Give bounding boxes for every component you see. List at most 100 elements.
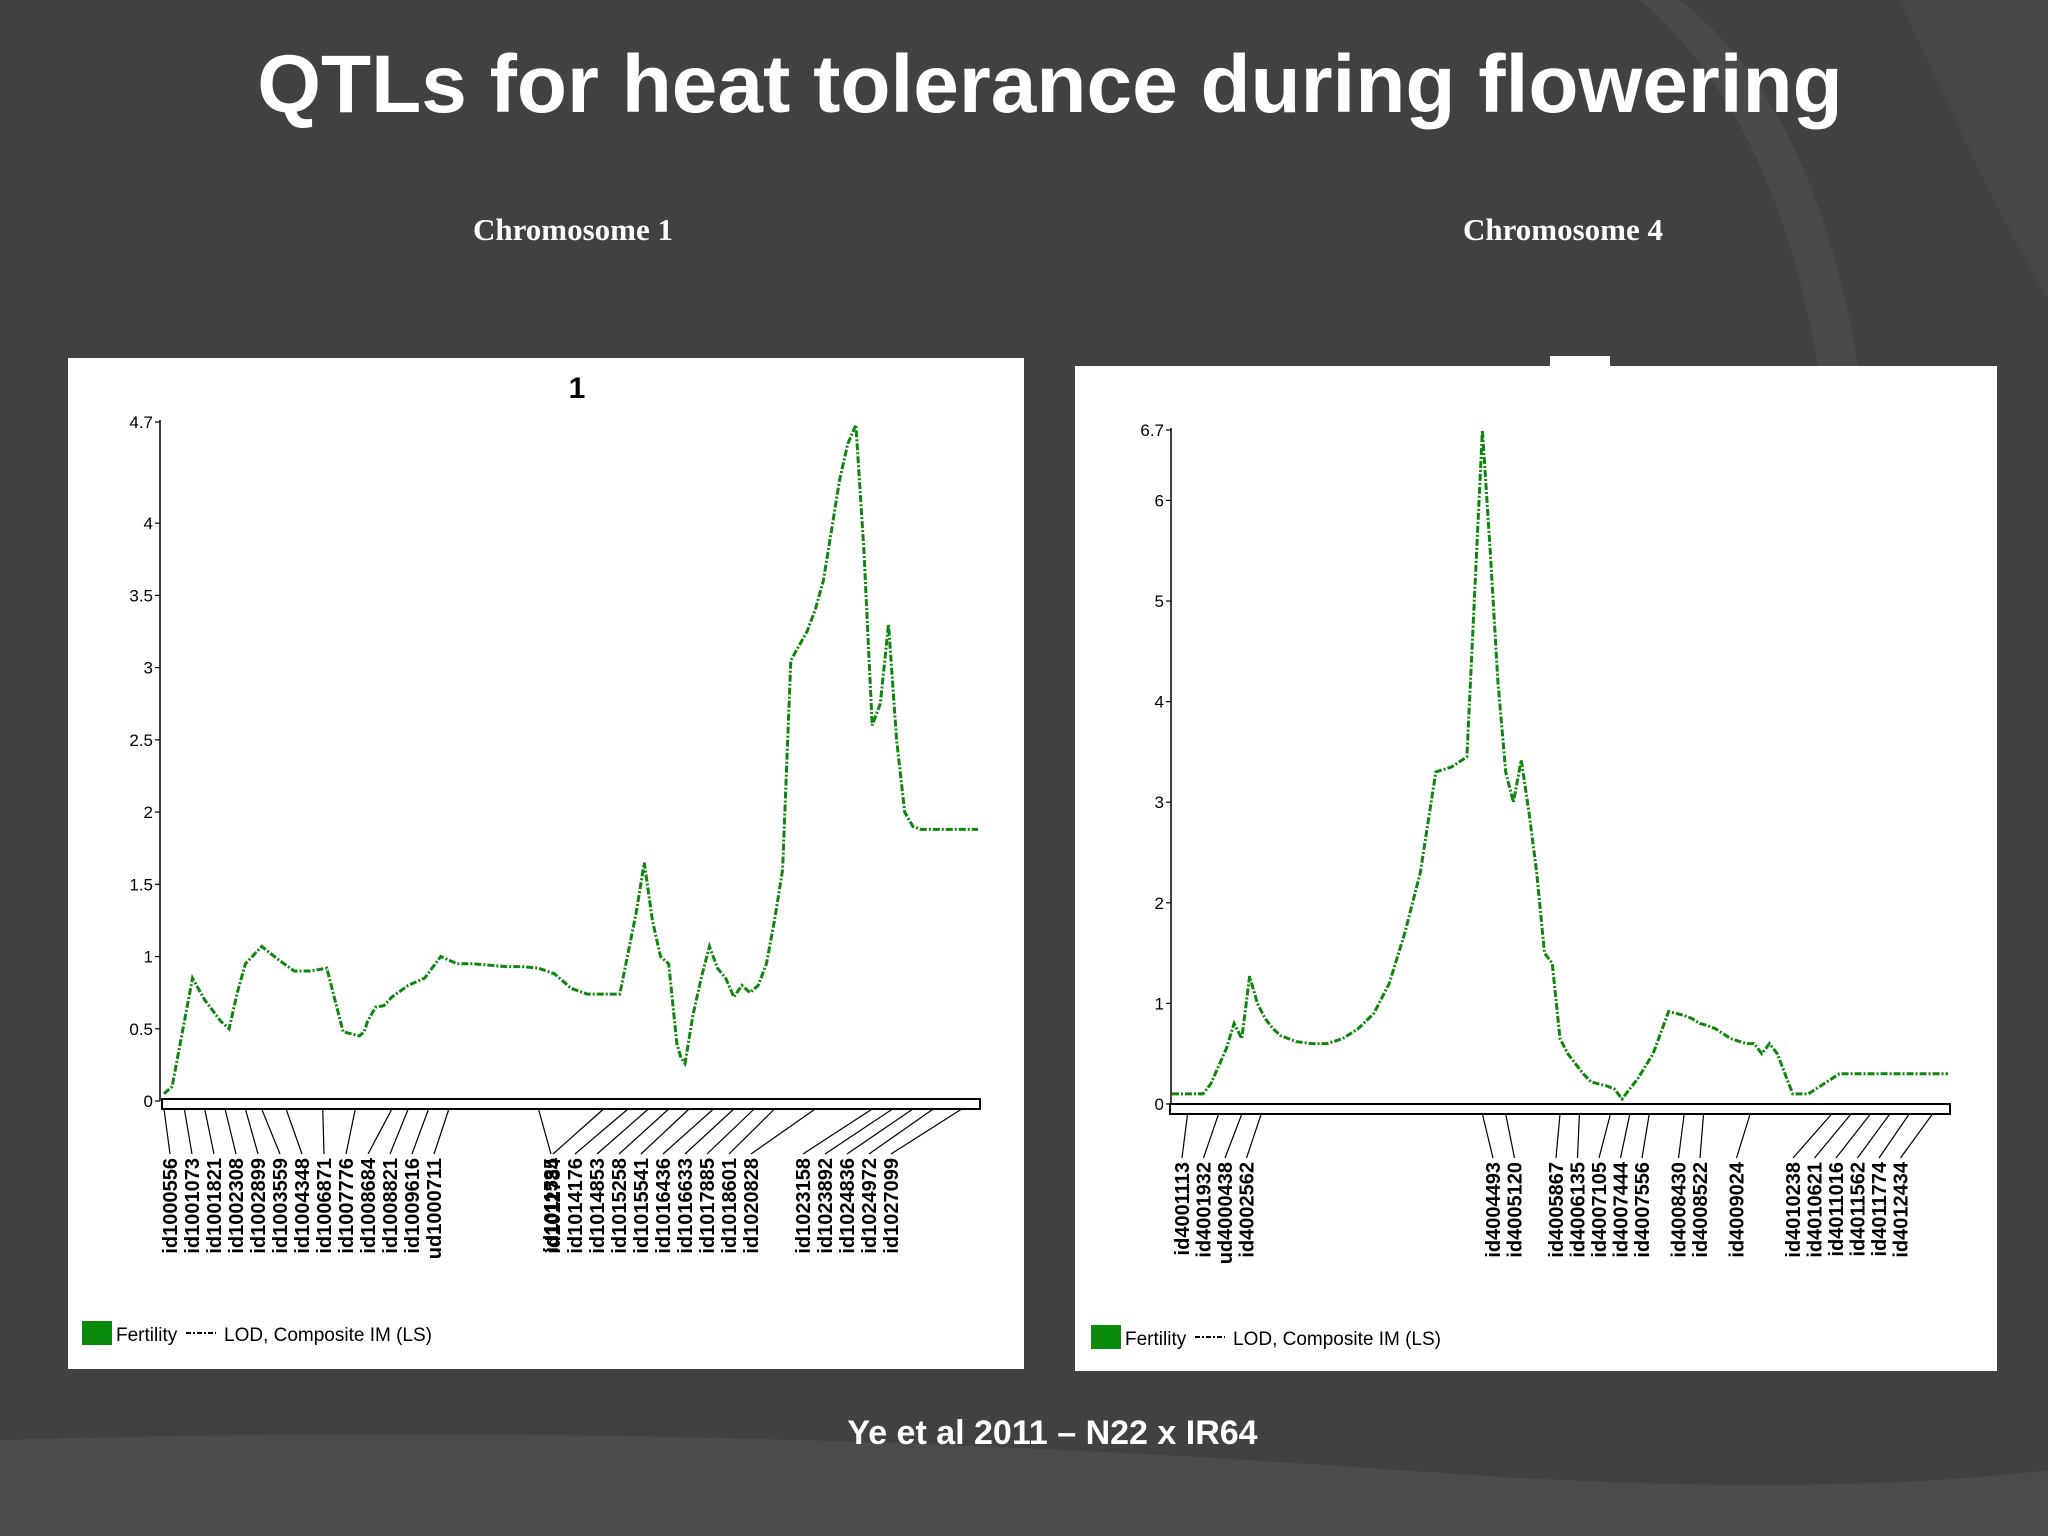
chart4-marker-label: id4005120 (1505, 1162, 1527, 1258)
chart1-marker-line (244, 1108, 259, 1155)
chart4-marker-line (1814, 1113, 1852, 1159)
chart4-y-tick-label: 6.7 (1140, 421, 1164, 440)
chart1-marker-line (618, 1108, 670, 1155)
chart1-y-tick-label: 2 (144, 803, 153, 822)
chart1-marker-line (824, 1108, 893, 1155)
chart1-marker-label: id1002308 (226, 1158, 248, 1254)
chart1-y-tick-label: 0 (144, 1092, 153, 1111)
chart4-marker-label: id4007444 (1611, 1161, 1633, 1258)
chart1-y-tick-label: 4 (144, 514, 153, 533)
chart1-marker-label: id1016436 (653, 1158, 675, 1254)
chart4-marker-label: id4011562 (1848, 1162, 1870, 1257)
chart4-marker-line (1505, 1113, 1516, 1159)
chromosome-4-label: Chromosome 4 (1462, 212, 1664, 247)
chart1-marker-line (345, 1108, 356, 1155)
chart4-legend-entry: Fertility (1125, 1329, 1187, 1350)
chart1-marker-label: id1014176 (565, 1158, 587, 1254)
chart4-y-tick-label: 6 (1155, 491, 1164, 510)
chart4-marker-line (1224, 1113, 1243, 1159)
chart1-y-tick-label: 1 (144, 948, 153, 967)
chart1-marker-line (750, 1108, 816, 1155)
chart1-marker-label: id1020828 (741, 1158, 763, 1254)
chart1-marker-label: id1011535 (541, 1158, 563, 1253)
chart1-y-tick-label: 0.5 (129, 1020, 153, 1039)
chart4-marker-label: id4001932 (1194, 1162, 1216, 1258)
chart4-marker-line (1555, 1113, 1561, 1159)
chart1-marker-line (285, 1108, 303, 1155)
chart1-marker-label: id1001821 (204, 1158, 226, 1254)
chart4-marker-label: id4007556 (1632, 1162, 1654, 1258)
chart4-chromosome-bar (1169, 1103, 1951, 1115)
chart4-marker-line (1792, 1113, 1833, 1159)
chart4-marker-line (1641, 1113, 1650, 1159)
chart1-marker-label: id1016633 (675, 1158, 697, 1254)
chart1-marker-line (868, 1108, 934, 1155)
chart1-marker-label: id1014853 (587, 1158, 609, 1254)
chart1-marker-line (204, 1108, 215, 1155)
chart1-marker-line (890, 1108, 963, 1155)
chart1-marker-label: id1027099 (881, 1158, 903, 1254)
slide-caption: Ye et al 2011 – N22 x IR64 (847, 1414, 1258, 1452)
chart4-marker-label: id4010621 (1805, 1162, 1827, 1258)
chart1-marker-label: id1018601 (719, 1158, 741, 1254)
chart4-marker-label: id4011016 (1826, 1162, 1848, 1257)
chart4-marker-label: ud4000438 (1215, 1162, 1237, 1264)
chart1-marker-label: id1015258 (609, 1158, 631, 1254)
chart1-y-tick-label: 3.5 (129, 586, 153, 605)
chart1-marker-label: id1008821 (380, 1158, 402, 1254)
chart4-y-tick-label: 4 (1155, 693, 1164, 712)
chart4-legend-swatch (1091, 1325, 1121, 1349)
chart1-marker-label: id1006871 (314, 1158, 336, 1254)
chart4-marker-label: id4012434 (1891, 1161, 1913, 1258)
chart1-y-tick-label: 4.7 (129, 413, 153, 432)
chart4-marker-line (1735, 1113, 1751, 1159)
chart1-marker-line (706, 1108, 755, 1155)
chart1-marker-label: id1001073 (182, 1158, 204, 1254)
chart4-marker-line (1245, 1113, 1262, 1159)
chart1-y-tick-label: 2.5 (129, 731, 153, 750)
chart1-legend-entry: LOD, Composite IM (LS) (224, 1325, 432, 1346)
chart4-marker-label: id4004493 (1483, 1162, 1505, 1258)
chart4-marker-line (1699, 1113, 1705, 1159)
chart1-y-tick-label: 1.5 (129, 875, 153, 894)
chart4-y-tick-label: 5 (1155, 592, 1164, 611)
chart1-marker-line (389, 1108, 409, 1155)
chart1-marker-line (552, 1108, 604, 1155)
chart1-marker-line (183, 1108, 193, 1155)
chart4-marker-label: id4010238 (1783, 1162, 1805, 1258)
chart4-marker-line (1835, 1113, 1871, 1159)
chart4-marker-line (1598, 1113, 1612, 1159)
chart-panel-chromosome-4: 0 1 2 3 4 5 6 6.7 id4001113 id4001932 ud4000438 id4… (1075, 366, 1997, 1371)
chart1-marker-line (846, 1108, 914, 1155)
chart1-marker-line (596, 1108, 649, 1155)
chart1-marker-line (433, 1108, 450, 1155)
chart4-marker-label: id4011774 (1869, 1161, 1891, 1256)
chart4-marker-label: id4008430 (1669, 1162, 1691, 1258)
chart4-marker-line (1576, 1113, 1580, 1159)
chart1-marker-label: ud1000711 (424, 1158, 446, 1259)
chart4-legend-entry: LOD, Composite IM (LS) (1233, 1329, 1441, 1350)
chart4-marker-label: id4009024 (1727, 1161, 1749, 1258)
chart4-marker-line (1181, 1113, 1189, 1159)
chart1-series-line (163, 424, 978, 1095)
chart4-marker-line (1878, 1113, 1910, 1159)
chart1-marker-line (537, 1108, 552, 1155)
chart4-marker-line (1900, 1113, 1933, 1159)
chart1-marker-label: id1023892 (815, 1158, 837, 1254)
chart1-marker-line (261, 1108, 281, 1155)
chart4-marker-line (1481, 1113, 1494, 1159)
chart1-marker-label: id1008684 (358, 1157, 380, 1254)
chart4-y-tick-label: 2 (1155, 894, 1164, 913)
chart1-chromosome-bar (161, 1098, 981, 1110)
chart1-marker-label: id1002899 (248, 1158, 270, 1254)
chart1-legend-entry: Fertility (116, 1325, 178, 1346)
chart1-marker-label: id1024972 (859, 1158, 881, 1254)
chart1-plot-title: 1 (569, 372, 586, 405)
chart1-marker-label: id1012784 (543, 1157, 565, 1254)
chart1-marker-line (684, 1108, 735, 1155)
chart4-marker-line (1857, 1113, 1891, 1159)
chart1-legend-swatch (82, 1321, 112, 1345)
chart4-marker-label: id4006135 (1568, 1162, 1590, 1258)
